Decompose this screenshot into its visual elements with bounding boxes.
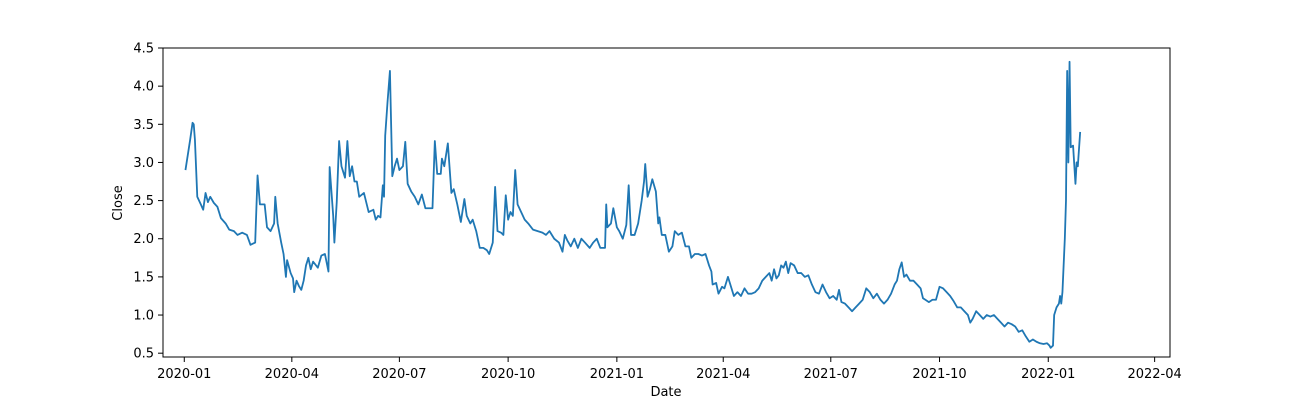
y-tick-label: 2.0 (133, 232, 154, 247)
x-tick-label: 2021-07 (804, 367, 858, 382)
x-tick-label: 2020-10 (481, 367, 535, 382)
x-tick-label: 2021-01 (590, 367, 644, 382)
y-tick-label: 4.0 (133, 80, 154, 95)
y-tick-label: 4.5 (133, 42, 154, 57)
x-axis-ticks: 2020-01 2020-04 2020-07 2020-10 2021-01 2021-… (157, 357, 1182, 382)
y-tick-label: 3.5 (133, 118, 154, 133)
x-tick-label: 2020-04 (265, 367, 319, 382)
y-axis-ticks: 0.5 1.0 1.5 2.0 2.5 3.0 3.5 4.0 4.5 (133, 42, 163, 362)
plot-area (162, 47, 1171, 358)
x-tick-label: 2020-01 (157, 367, 211, 382)
x-tick-label: 2020-07 (372, 367, 426, 382)
y-tick-label: 2.5 (133, 194, 154, 209)
y-tick-label: 3.0 (133, 156, 154, 171)
y-tick-label: 0.5 (133, 347, 154, 362)
x-tick-label: 2022-01 (1021, 367, 1075, 382)
x-tick-label: 2021-10 (912, 367, 966, 382)
x-axis-label: Date (650, 385, 681, 400)
y-tick-label: 1.0 (133, 309, 154, 324)
y-tick-label: 1.5 (133, 270, 154, 285)
series-line (184, 60, 1082, 349)
x-tick-label: 2022-04 (1127, 367, 1181, 382)
x-tick-label: 2021-04 (696, 367, 750, 382)
axes-frame (162, 47, 1171, 358)
y-axis-label: Close (111, 185, 126, 220)
